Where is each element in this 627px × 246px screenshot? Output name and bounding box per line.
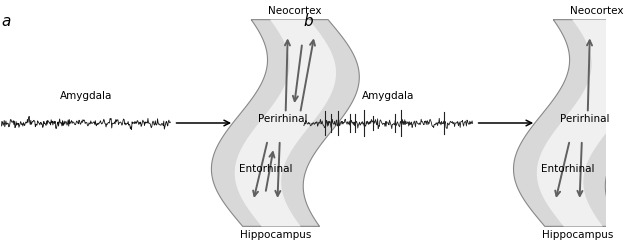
Polygon shape [514, 20, 627, 226]
Text: Amygdala: Amygdala [362, 91, 414, 101]
Polygon shape [537, 20, 627, 226]
Text: Neocortex: Neocortex [268, 6, 322, 16]
Text: Hippocampus: Hippocampus [542, 230, 613, 240]
Text: Hippocampus: Hippocampus [240, 230, 311, 240]
Polygon shape [234, 20, 336, 226]
Text: Entorhinal: Entorhinal [239, 164, 292, 174]
Text: Perirhinal: Perirhinal [560, 114, 609, 124]
Text: Amygdala: Amygdala [60, 91, 112, 101]
Text: Entorhinal: Entorhinal [541, 164, 594, 174]
Polygon shape [211, 20, 359, 226]
Text: a: a [1, 14, 11, 29]
Text: Perirhinal: Perirhinal [258, 114, 307, 124]
Text: Neocortex: Neocortex [571, 6, 624, 16]
Text: b: b [303, 14, 313, 29]
